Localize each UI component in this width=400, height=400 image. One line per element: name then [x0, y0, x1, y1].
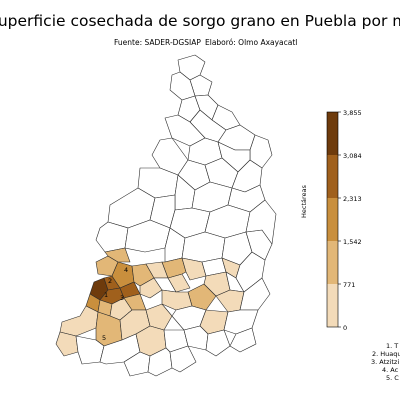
municipality-polygons	[55, 54, 277, 377]
municipality-polygon	[95, 221, 129, 253]
municipality-note: 5. C	[386, 374, 399, 382]
colorbar-tick-label: 0	[343, 324, 348, 332]
colorbar-segment	[327, 112, 338, 155]
map-label-1: 1	[104, 291, 108, 299]
municipality-polygon	[145, 303, 173, 331]
municipality-polygon	[55, 331, 79, 357]
colorbar-segment	[327, 155, 338, 198]
colorbar-tick-label: 771	[343, 281, 356, 289]
colorbar-tick-label: 2,313	[343, 195, 362, 203]
municipality-note: 1. T	[386, 342, 399, 350]
municipality-polygon	[229, 327, 257, 353]
map-label-3: 3	[120, 294, 124, 302]
source-text: Fuente: SADER-DGSIAP	[114, 38, 201, 47]
municipality-note: 2. Huaqu	[372, 350, 400, 358]
municipality-note: 3. Atzitzi	[371, 358, 400, 366]
map-label-2: 2	[108, 277, 112, 285]
colorbar-segment	[327, 198, 338, 241]
colorbar-title: Hectáreas	[300, 185, 308, 218]
author-text: Elaboró: Olmo Axayacatl	[205, 38, 298, 47]
municipality-polygon	[104, 247, 131, 263]
colorbar-tick-label: 3,855	[343, 109, 362, 117]
municipality-polygon	[59, 305, 99, 337]
colorbar-segment	[327, 241, 338, 284]
municipality-polygon	[169, 345, 197, 373]
colorbar-tick-label: 3,084	[343, 152, 362, 160]
municipality-number-labels: 1 2 3 4 5	[102, 266, 128, 342]
municipality-polygon	[205, 329, 231, 357]
municipality-note: 4. Ac	[382, 366, 399, 374]
colorbar-segment	[327, 284, 338, 327]
colorbar-tick-label: 1,542	[343, 238, 362, 246]
map-label-5: 5	[102, 334, 106, 342]
municipality-polygon	[239, 277, 271, 311]
map-label-4: 4	[124, 266, 128, 274]
map-title: Superficie cosechada de sorgo grano en P…	[0, 12, 400, 30]
municipality-polygon	[139, 277, 163, 299]
colorbar-legend	[326, 111, 341, 328]
municipality-polygon	[245, 199, 277, 245]
colorbar-border	[326, 111, 339, 328]
municipality-polygon	[181, 257, 207, 281]
